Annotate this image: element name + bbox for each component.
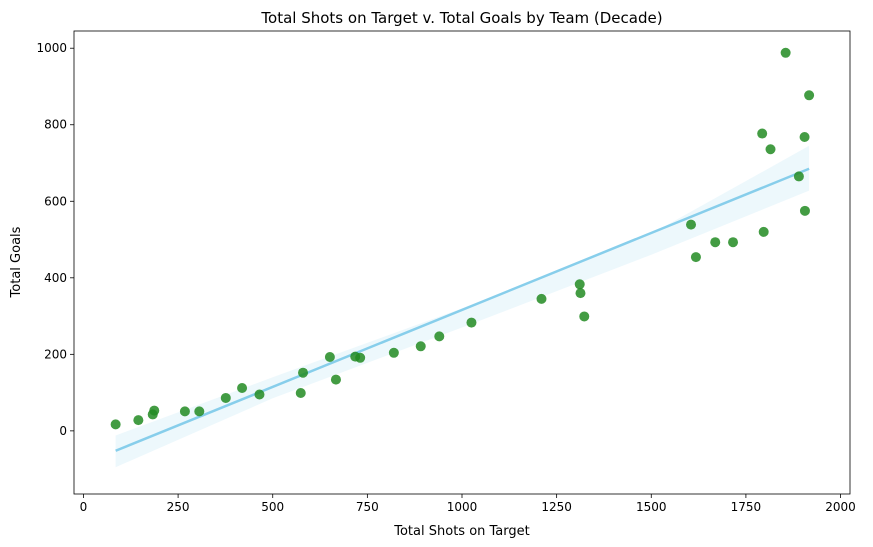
x-tick-label: 0 <box>80 500 88 514</box>
y-tick-label: 1000 <box>36 41 67 55</box>
y-axis-ticks: 0 200 400 600 800 1000 <box>36 41 74 438</box>
data-point <box>149 405 160 416</box>
data-point <box>574 279 585 290</box>
data-point <box>220 392 231 403</box>
data-point <box>758 226 769 237</box>
y-tick-label: 400 <box>44 271 67 285</box>
x-tick-label: 500 <box>261 500 284 514</box>
regression-line <box>115 167 810 452</box>
data-points-layer <box>110 47 815 430</box>
y-tick-label: 200 <box>44 347 67 361</box>
data-point <box>799 205 810 216</box>
y-axis-label: Total Goals <box>9 226 24 298</box>
x-tick-label: 250 <box>167 500 190 514</box>
data-point <box>295 387 306 398</box>
data-point <box>579 311 590 322</box>
x-tick-label: 750 <box>356 500 379 514</box>
data-point <box>133 415 144 426</box>
data-point <box>434 331 445 342</box>
data-point <box>194 406 205 417</box>
y-tick-label: 600 <box>44 194 67 208</box>
x-axis-label: Total Shots on Target <box>393 524 529 539</box>
data-point <box>686 219 697 230</box>
x-tick-label: 1250 <box>541 500 572 514</box>
data-point <box>765 144 776 155</box>
y-tick-label: 800 <box>44 118 67 132</box>
data-point <box>324 352 335 363</box>
data-point <box>536 293 547 304</box>
data-point <box>793 171 804 182</box>
x-tick-label: 1500 <box>636 500 667 514</box>
data-point <box>780 47 791 58</box>
data-point <box>757 128 768 139</box>
data-point <box>330 374 341 385</box>
data-point <box>466 317 477 328</box>
data-point <box>728 237 739 248</box>
confidence-band <box>115 145 810 468</box>
x-axis-ticks: 0 250 500 750 1000 1250 1500 1750 2000 <box>80 494 856 514</box>
x-tick-label: 1750 <box>731 500 762 514</box>
data-point <box>804 90 815 101</box>
data-point <box>388 347 399 358</box>
confidence-band-layer <box>115 145 810 468</box>
data-point <box>710 237 721 248</box>
data-point <box>575 288 586 299</box>
data-point <box>237 383 248 394</box>
data-point <box>298 367 309 378</box>
data-point <box>355 352 366 363</box>
y-tick-label: 0 <box>59 424 67 438</box>
data-point <box>179 406 190 417</box>
regression-line-layer <box>115 167 810 452</box>
data-point <box>254 389 265 400</box>
data-point <box>690 252 701 263</box>
x-tick-label: 2000 <box>825 500 856 514</box>
data-point <box>799 131 810 142</box>
x-tick-label: 1000 <box>447 500 478 514</box>
data-point <box>110 419 121 430</box>
data-point <box>415 341 426 352</box>
chart-title: Total Shots on Target v. Total Goals by … <box>260 9 662 27</box>
